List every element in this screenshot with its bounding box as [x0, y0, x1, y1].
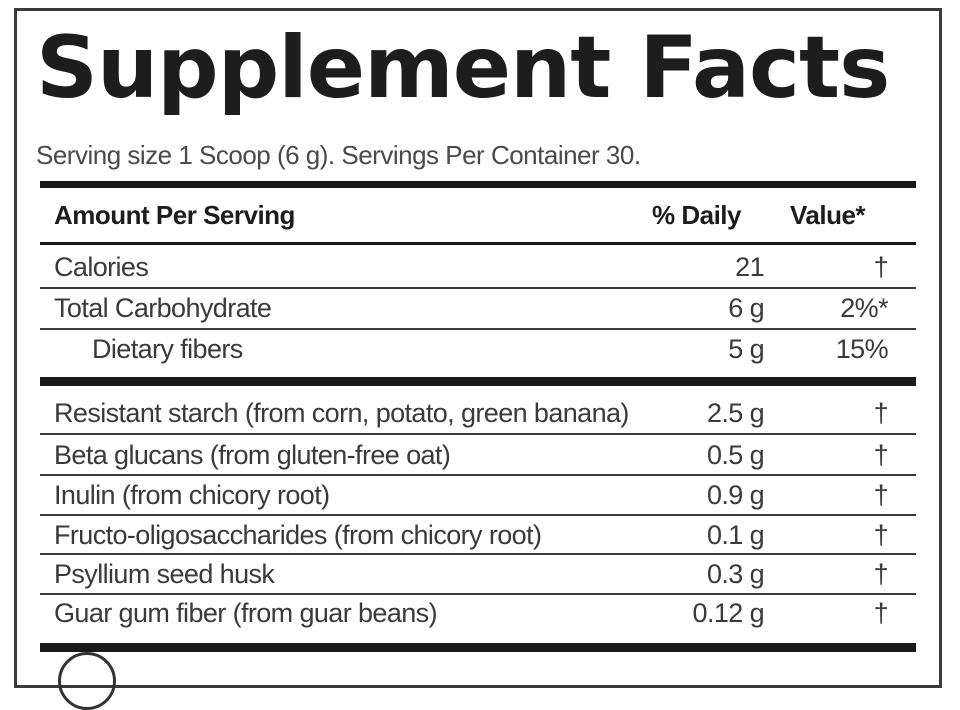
ingredient-label: Resistant starch (from corn, potato, gre…	[54, 398, 629, 428]
ingredient-amount: 0.5 g	[706, 440, 765, 470]
divider-thick	[40, 643, 916, 652]
row-divider	[40, 287, 916, 289]
divider-thick	[40, 181, 916, 188]
ingredient-amount: 0.1 g	[706, 520, 765, 550]
ingredient-label: Beta glucans (from gluten-free oat)	[54, 440, 451, 470]
ingredient-dv: †	[873, 440, 889, 470]
ingredient-dv: †	[873, 598, 889, 628]
row-divider	[40, 328, 916, 330]
ingredient-amount: 0.12 g	[692, 598, 765, 628]
nutrient-amount-carb: 6 g	[728, 293, 764, 323]
row-divider	[40, 474, 916, 476]
row-divider	[40, 593, 916, 595]
nutrient-dv-calories: †	[873, 252, 889, 282]
nutrient-label-fiber: Dietary fibers	[92, 334, 243, 364]
ingredient-dv: †	[873, 520, 889, 550]
row-divider	[40, 433, 916, 435]
supplement-facts-panel	[14, 8, 942, 688]
ingredient-label: Guar gum fiber (from guar beans)	[54, 598, 438, 628]
ingredient-dv: †	[873, 398, 889, 428]
panel-title: Supplement Facts	[36, 18, 890, 118]
ingredient-label: Psyllium seed husk	[54, 559, 275, 589]
divider-header	[40, 242, 916, 245]
amount-per-serving-header: Amount Per Serving	[54, 200, 295, 230]
nutrient-dv-fiber: 15%	[835, 334, 889, 364]
serving-info: Serving size 1 Scoop (6 g). Servings Per…	[36, 140, 641, 170]
nutrient-dv-carb: 2%*	[840, 293, 888, 323]
ingredient-dv: †	[873, 480, 889, 510]
nutrient-label-carb: Total Carbohydrate	[54, 293, 272, 323]
daily-header: % Daily	[652, 200, 742, 230]
row-divider	[40, 514, 916, 516]
ingredient-label: Inulin (from chicory root)	[54, 480, 330, 510]
ingredient-label: Fructo-oligosaccharides (from chicory ro…	[54, 520, 542, 550]
nutrient-label-calories: Calories	[54, 252, 149, 282]
ingredient-dv: †	[873, 559, 889, 589]
value-header: Value*	[790, 200, 866, 230]
partial-circle-graphic	[58, 652, 116, 710]
row-divider	[40, 553, 916, 555]
nutrient-amount-fiber: 5 g	[728, 334, 764, 364]
ingredient-amount: 2.5 g	[706, 398, 765, 428]
ingredient-amount: 0.3 g	[706, 559, 765, 589]
divider-thick	[40, 377, 916, 386]
nutrient-amount-calories: 21	[735, 252, 764, 282]
ingredient-amount: 0.9 g	[706, 480, 765, 510]
